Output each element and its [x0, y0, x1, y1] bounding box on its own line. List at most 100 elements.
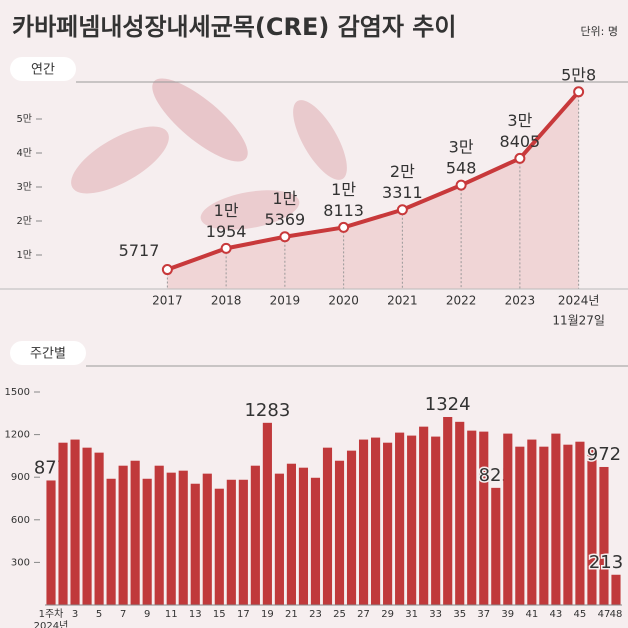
x-tick-label: 21 — [285, 609, 298, 620]
value-label: 8113 — [323, 201, 364, 220]
x-tick-label: 2024년 — [558, 294, 600, 308]
value-label: 1만 — [272, 189, 297, 208]
y-tick-label: 900 — [11, 472, 30, 483]
x-tick-label: 23 — [309, 609, 322, 620]
panel-title: 연간 — [31, 63, 55, 78]
bar — [322, 447, 333, 605]
bar — [118, 465, 128, 605]
bar — [587, 448, 597, 605]
x-tick-label: 41 — [525, 609, 538, 620]
point — [161, 264, 173, 276]
bacteria-image — [71, 78, 347, 230]
value-label: 3311 — [382, 183, 423, 202]
x-tick-label: 27 — [357, 609, 370, 620]
y-tick-label: 3만 — [16, 181, 32, 193]
y-tick-label: 1200 — [5, 430, 30, 441]
x-tick-label: 33 — [429, 609, 442, 620]
value-label: 1324 — [425, 394, 471, 415]
x-tick-label: 9 — [144, 609, 150, 620]
x-note: 11월27일 — [552, 314, 605, 328]
value-label: 5만8 — [561, 65, 596, 84]
bar — [214, 488, 224, 605]
point — [514, 152, 526, 164]
bar — [274, 473, 284, 605]
bar — [419, 426, 429, 605]
bar — [503, 433, 513, 605]
x-tick-label: 1주차 — [39, 608, 64, 620]
x-tick-label: 2023 — [505, 294, 536, 308]
x-note: 2024년 — [34, 620, 69, 628]
bar — [142, 478, 152, 605]
x-tick-label: 2017 — [152, 294, 183, 308]
x-tick-label: 2021 — [387, 294, 418, 308]
x-tick-label: 2019 — [270, 294, 301, 308]
bar — [310, 477, 321, 605]
bar — [491, 487, 501, 605]
bar — [178, 470, 188, 605]
y-tick-label: 4만 — [16, 147, 32, 159]
value-label: 5369 — [265, 210, 306, 229]
value-label: 1만 — [331, 180, 356, 199]
bar — [82, 447, 92, 605]
bar — [202, 473, 212, 605]
x-tick-label: 39 — [501, 609, 514, 620]
bar — [250, 465, 260, 605]
value-label: 1283 — [244, 400, 290, 421]
bar — [190, 483, 200, 605]
bar — [154, 465, 164, 605]
bar — [443, 416, 453, 605]
point — [220, 242, 232, 254]
value-label: 1954 — [206, 222, 247, 241]
bar — [58, 442, 68, 605]
bar — [383, 442, 393, 605]
bar — [371, 437, 381, 605]
bar — [106, 478, 116, 605]
value-label: 548 — [446, 159, 477, 178]
bar — [455, 421, 465, 605]
bar — [563, 444, 573, 605]
x-tick-label: 2022 — [446, 294, 477, 308]
bar — [358, 439, 369, 605]
x-tick-label: 25 — [333, 609, 346, 620]
bar — [539, 446, 549, 605]
bar — [611, 574, 621, 605]
value-label: 213 — [589, 552, 623, 573]
value-label: 972 — [587, 444, 621, 465]
bar — [346, 450, 357, 605]
y-tick-label: 5만 — [16, 113, 32, 125]
x-tick-label: 47 — [598, 609, 611, 620]
bar — [262, 422, 272, 605]
x-tick-label: 35 — [453, 609, 466, 620]
point — [396, 204, 408, 216]
bar — [334, 460, 345, 605]
y-tick-label: 600 — [11, 515, 30, 526]
y-tick-label: 300 — [11, 557, 30, 568]
x-tick-label: 31 — [405, 609, 418, 620]
x-tick-label: 17 — [237, 609, 250, 620]
bar — [599, 466, 609, 605]
x-tick-label: 29 — [381, 609, 394, 620]
point — [455, 179, 467, 191]
value-label: 3만 — [507, 111, 532, 130]
point — [338, 221, 350, 233]
line — [166, 90, 581, 272]
value-label: 5717 — [119, 241, 160, 260]
bar — [527, 439, 537, 605]
bar — [551, 433, 561, 605]
bar — [515, 446, 525, 605]
x-tick-label: 11 — [165, 609, 178, 620]
bar — [431, 436, 441, 605]
x-tick-label: 19 — [261, 609, 274, 620]
panel-tab — [10, 57, 76, 81]
y-tick-label: 1500 — [5, 387, 30, 398]
x-tick-label: 45 — [574, 609, 587, 620]
bar — [130, 460, 140, 605]
value-label: 3만 — [449, 138, 474, 157]
bar — [94, 452, 104, 605]
bar — [46, 480, 56, 605]
title: 카바페넴내성장내세균목(CRE) 감염자 추이 — [12, 13, 456, 41]
value-label: 2만 — [390, 162, 415, 181]
x-tick-label: 2020 — [328, 294, 359, 308]
x-tick-label: 5 — [96, 609, 102, 620]
x-tick-label: 7 — [120, 609, 126, 620]
